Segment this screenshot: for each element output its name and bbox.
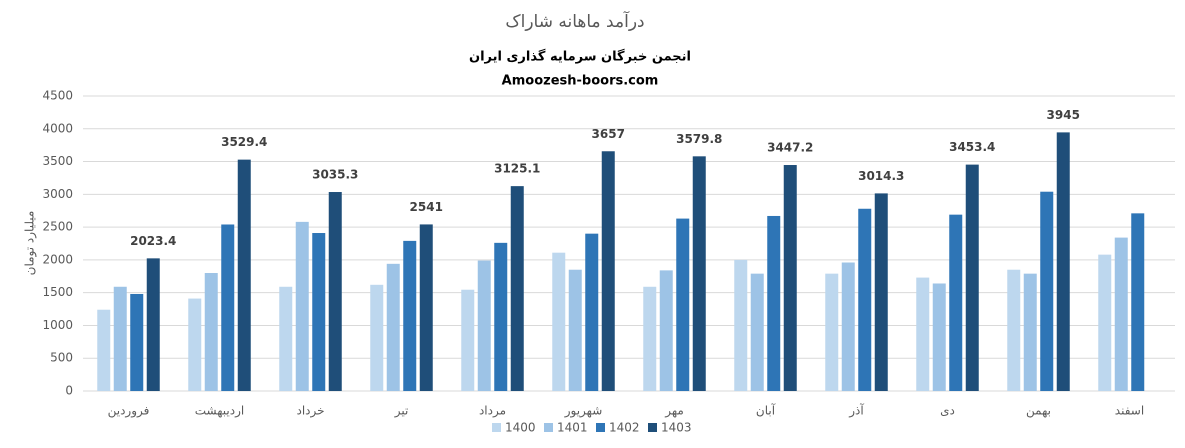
y-axis-label: میلیارد تومان xyxy=(23,211,38,276)
chart-subtitle: Amoozesh-boors.com xyxy=(502,74,659,89)
y-tick-label: 3000 xyxy=(42,187,73,201)
bar xyxy=(692,156,706,391)
bar xyxy=(510,186,524,391)
bar xyxy=(295,221,309,391)
legend-swatch xyxy=(648,423,657,432)
bar xyxy=(328,192,342,391)
legend-swatch xyxy=(596,423,605,432)
bar xyxy=(783,165,797,391)
bar xyxy=(1007,269,1021,391)
bar xyxy=(204,273,218,391)
value-label: 3035.3 xyxy=(312,168,358,182)
x-tick-label: آذر xyxy=(848,403,864,419)
bar xyxy=(237,159,251,391)
x-tick-label: شهریور xyxy=(564,404,603,419)
bar xyxy=(97,309,111,391)
chart-subtitle: انجمن خبرگان سرمایه گذاری ایران xyxy=(469,49,691,65)
y-tick-label: 4000 xyxy=(42,121,73,135)
bar xyxy=(386,263,400,391)
value-label: 2541 xyxy=(410,200,443,214)
legend-label: 1401 xyxy=(557,421,588,435)
bar xyxy=(676,218,690,391)
legend-label: 1403 xyxy=(661,421,692,435)
bar xyxy=(279,286,293,391)
y-tick-label: 4500 xyxy=(42,89,73,103)
bar xyxy=(659,270,673,391)
legend-swatch xyxy=(492,423,501,432)
x-tick-label: اسفند xyxy=(1115,404,1144,418)
value-label: 3945 xyxy=(1047,108,1080,122)
bar xyxy=(601,151,615,391)
bar xyxy=(643,286,657,391)
bar xyxy=(146,258,160,391)
y-tick-label: 3500 xyxy=(42,154,73,168)
y-tick-label: 1500 xyxy=(42,285,73,299)
value-label: 2023.4 xyxy=(130,234,176,248)
value-label: 3529.4 xyxy=(221,135,267,149)
bar xyxy=(1056,132,1070,391)
value-label: 3453.4 xyxy=(949,140,995,154)
bar xyxy=(113,286,127,391)
bar xyxy=(916,277,930,391)
x-tick-label: فروردین xyxy=(108,404,150,419)
y-tick-label: 1000 xyxy=(42,318,73,332)
bar xyxy=(419,224,433,391)
value-label: 3657 xyxy=(592,127,625,141)
x-tick-label: تیر xyxy=(394,404,409,419)
bar xyxy=(1040,191,1054,391)
value-label: 3125.1 xyxy=(494,162,540,176)
bar xyxy=(312,233,326,391)
bar xyxy=(949,214,963,391)
bar xyxy=(1098,254,1112,391)
value-label: 3447.2 xyxy=(767,141,813,155)
x-tick-label: آبان xyxy=(756,403,776,418)
x-tick-label: خرداد xyxy=(296,404,324,419)
legend-label: 1400 xyxy=(505,421,536,435)
bar xyxy=(221,224,235,391)
bar xyxy=(130,293,144,391)
value-label: 3014.3 xyxy=(858,169,904,183)
bar xyxy=(750,273,764,391)
bar xyxy=(965,164,979,391)
bar xyxy=(370,284,384,391)
bar xyxy=(585,233,599,391)
value-label: 3579.8 xyxy=(676,132,722,146)
bar xyxy=(477,260,491,391)
bar xyxy=(403,240,417,391)
bar xyxy=(188,298,202,391)
legend-swatch xyxy=(544,423,553,432)
legend-label: 1402 xyxy=(609,421,640,435)
bar xyxy=(494,242,508,391)
bar xyxy=(552,252,566,391)
bar xyxy=(841,262,855,391)
bar xyxy=(568,269,582,391)
x-tick-label: مرداد xyxy=(479,404,506,419)
bar xyxy=(874,193,888,391)
bar xyxy=(461,289,475,391)
y-tick-label: 2000 xyxy=(42,252,73,266)
y-tick-label: 500 xyxy=(50,351,73,365)
bar xyxy=(825,273,839,391)
y-tick-label: 0 xyxy=(65,384,73,398)
x-tick-label: اردیبهشت xyxy=(195,404,244,419)
bar xyxy=(1114,237,1128,391)
bar xyxy=(932,283,946,391)
bar xyxy=(1023,273,1037,391)
x-tick-label: بهمن xyxy=(1026,404,1051,419)
bar xyxy=(858,208,872,391)
x-tick-label: مهر xyxy=(664,404,684,419)
bar xyxy=(734,259,748,391)
chart-title: درآمد ماهانه شاراک xyxy=(505,10,644,32)
y-tick-label: 2500 xyxy=(42,220,73,234)
bar xyxy=(767,215,781,391)
bar xyxy=(1131,213,1145,391)
x-tick-label: دی xyxy=(940,404,955,418)
